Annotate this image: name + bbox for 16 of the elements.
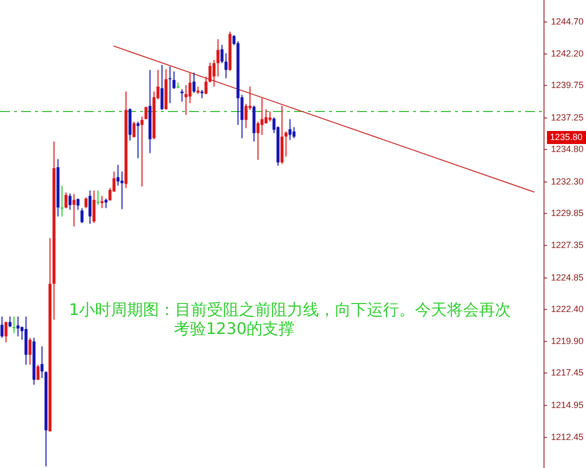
y-tick-label: 1222.40 xyxy=(551,304,584,314)
y-tick-label: 1232.30 xyxy=(551,176,584,186)
y-tick-label: 1244.70 xyxy=(551,16,584,26)
y-tick-label: 1242.20 xyxy=(551,48,584,59)
y-tick-label: 1219.90 xyxy=(551,336,584,346)
y-tick-label: 1227.35 xyxy=(551,240,584,250)
annotation: 1小时周期图：目前受阻之前阻力线，向下运行。今天将会再次考验1230的支撑 xyxy=(69,300,512,338)
y-tick-label: 1224.85 xyxy=(551,272,584,282)
y-tick-label: 1239.75 xyxy=(551,80,584,90)
annotation: 1235.80 xyxy=(550,132,583,142)
y-tick-label: 1212.45 xyxy=(551,432,584,442)
y-tick-label: 1217.45 xyxy=(551,368,584,378)
y-tick-label: 1214.95 xyxy=(551,400,584,410)
y-tick-label: 1237.25 xyxy=(551,112,584,122)
y-tick-label: 1229.85 xyxy=(551,208,584,218)
y-tick-label: 1234.80 xyxy=(551,144,584,154)
